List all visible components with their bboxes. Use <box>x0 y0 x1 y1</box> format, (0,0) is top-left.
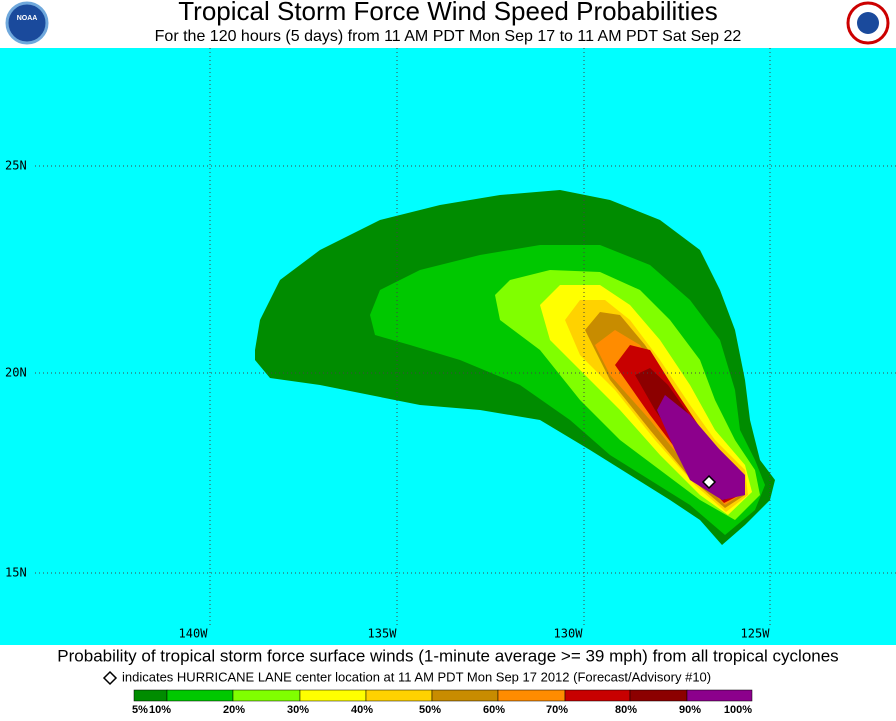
contours <box>255 190 775 545</box>
lon-label: 125W <box>741 627 771 641</box>
legend-label: 100% <box>724 704 752 716</box>
legend-label: 10% <box>149 704 171 716</box>
nws-logo-center <box>857 12 879 34</box>
legend-label: 90% <box>679 704 701 716</box>
legend-label: 40% <box>351 704 373 716</box>
contour-90 <box>657 395 745 500</box>
legend-label: 20% <box>223 704 245 716</box>
graticule <box>35 48 896 625</box>
legend-label: 80% <box>615 704 637 716</box>
marker-key <box>102 670 118 686</box>
legend-swatch <box>431 689 499 702</box>
caption: Probability of tropical storm force surf… <box>57 646 838 665</box>
legend-swatch <box>365 689 433 702</box>
legend-swatch <box>686 689 753 702</box>
lon-label: 140W <box>179 627 209 641</box>
legend-label: 50% <box>419 704 441 716</box>
legend-label: 70% <box>546 704 568 716</box>
storm-center-marker <box>701 474 717 490</box>
lon-label: 135W <box>368 627 398 641</box>
title: Tropical Storm Force Wind Speed Probabil… <box>178 0 717 26</box>
legend-swatch <box>166 689 234 702</box>
noaa-logo <box>5 1 49 45</box>
lat-label: 15N <box>5 566 27 580</box>
noaa-logo-text: NOAA <box>17 15 38 22</box>
legend-label: 60% <box>483 704 505 716</box>
legend-label: 30% <box>287 704 309 716</box>
subtitle: For the 120 hours (5 days) from 11 AM PD… <box>155 28 742 45</box>
lat-label: 25N <box>5 159 27 173</box>
legend: 5% 10% 20% 30% 40% 50% 60% 70% 80% 90% 100% <box>132 689 753 716</box>
legend-swatch <box>232 689 301 702</box>
legend-swatch <box>299 689 367 702</box>
lat-label: 20N <box>5 366 27 380</box>
legend-swatch <box>133 689 168 702</box>
legend-swatch <box>564 689 631 702</box>
marker-note: indicates HURRICANE LANE center location… <box>122 669 711 684</box>
legend-label: 5% <box>132 704 148 716</box>
legend-swatch <box>629 689 688 702</box>
lon-label: 130W <box>554 627 584 641</box>
legend-swatch <box>497 689 566 702</box>
